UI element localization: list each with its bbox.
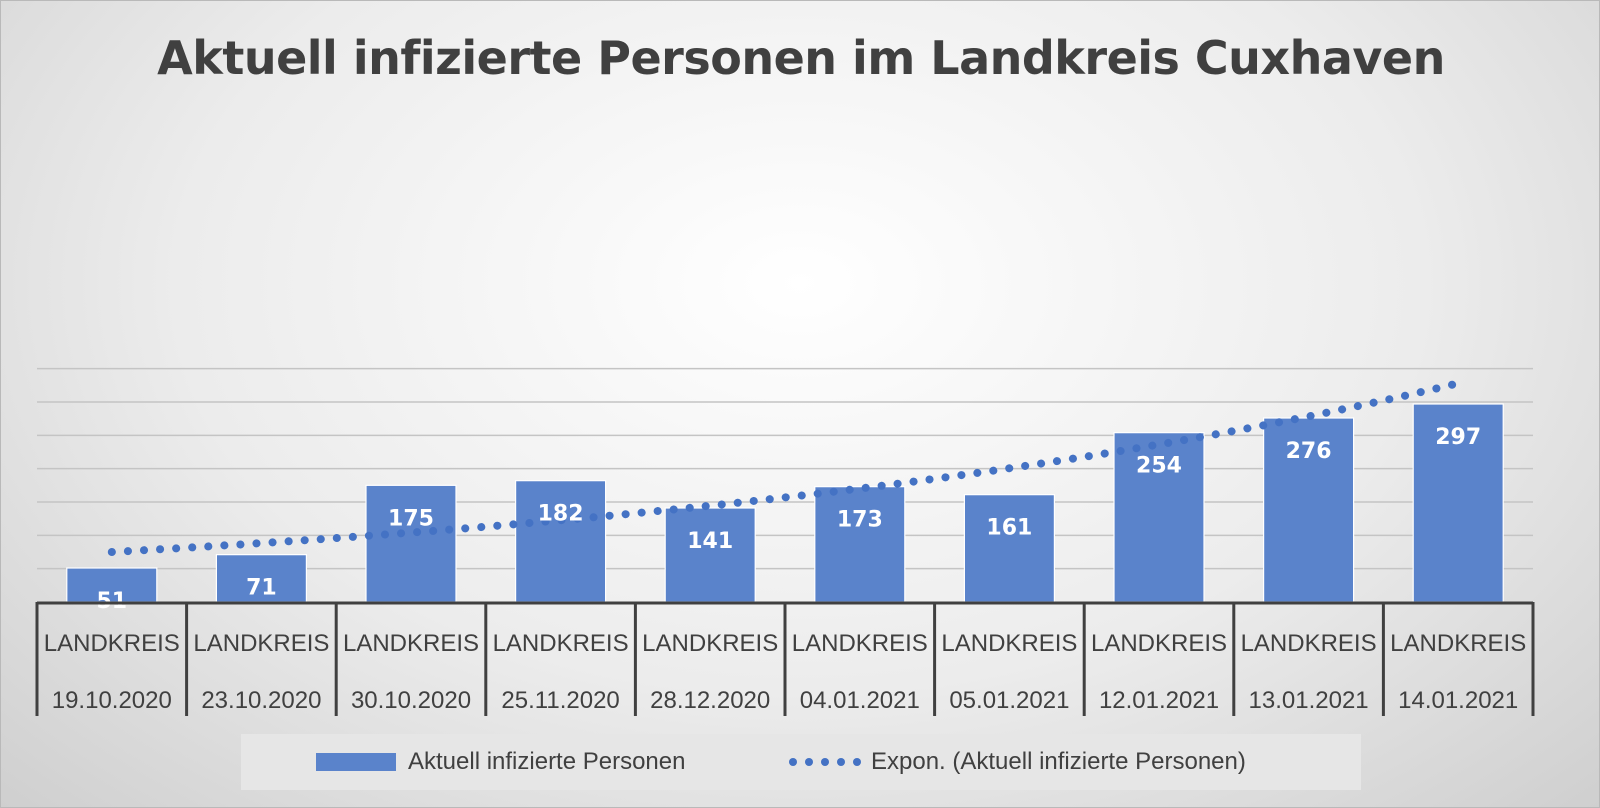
data-label: 254 (1136, 454, 1182, 479)
x-tick-label: LANDKREIS (44, 630, 180, 657)
x-tick-label: 05.01.2021 (949, 687, 1069, 714)
x-tick-label: LANDKREIS (1241, 630, 1377, 657)
bar (664, 507, 756, 603)
data-label: 71 (246, 576, 277, 601)
bar (1262, 417, 1355, 603)
chart-title: Aktuell infizierte Personen im Landkreis… (157, 31, 1445, 85)
legend-bar-swatch (316, 753, 396, 771)
bar (215, 554, 307, 603)
x-tick-label: 12.01.2021 (1099, 687, 1219, 714)
data-label: 173 (837, 508, 883, 533)
bars (66, 403, 1504, 603)
x-tick-label: LANDKREIS (1091, 630, 1227, 657)
x-tick-label: 13.01.2021 (1249, 687, 1369, 714)
legend-item-bars: Aktuell infizierte Personen (316, 734, 685, 790)
trendline-path (107, 379, 1463, 556)
data-label: 276 (1286, 439, 1332, 464)
x-tick-label: LANDKREIS (1390, 630, 1526, 657)
bar (514, 480, 607, 603)
x-tick-label: 30.10.2020 (351, 687, 471, 714)
bar (1412, 403, 1504, 603)
x-tick-label: LANDKREIS (941, 630, 1077, 657)
legend-item-trendline: Expon. (Aktuell infizierte Personen) (789, 734, 1246, 790)
x-tick-label: 28.12.2020 (650, 687, 770, 714)
legend-bar-label: Aktuell infizierte Personen (408, 748, 686, 775)
x-tick-label: 23.10.2020 (201, 687, 321, 714)
x-tick-label: LANDKREIS (642, 630, 778, 657)
bar (365, 484, 457, 603)
x-tick-label: 19.10.2020 (52, 687, 172, 714)
bar (963, 494, 1056, 603)
x-tick-label: LANDKREIS (493, 630, 629, 657)
x-tick-label: LANDKREIS (792, 630, 928, 657)
data-label: 161 (986, 516, 1032, 541)
legend-trend-label: Expon. (Aktuell infizierte Personen) (871, 748, 1246, 775)
trendline (107, 379, 1463, 556)
bar (814, 486, 906, 603)
x-tick-label: 04.01.2021 (800, 687, 920, 714)
x-tick-label: 14.01.2021 (1398, 687, 1518, 714)
category-axis: LANDKREIS 19.10.2020 LANDKREIS 23.10.2020 LA… (35, 601, 1535, 716)
legend-trend-swatch (789, 758, 861, 766)
bar (66, 567, 158, 603)
legend: Aktuell infizierte Personen Expon. (Aktu… (241, 734, 1361, 790)
x-tick-label: 25.11.2020 (501, 687, 619, 714)
data-label: 182 (538, 502, 584, 527)
data-label: 141 (687, 529, 733, 554)
x-tick-label: LANDKREIS (193, 630, 329, 657)
data-label: 297 (1435, 425, 1481, 450)
data-label: 175 (388, 506, 434, 531)
x-tick-label: LANDKREIS (343, 630, 479, 657)
